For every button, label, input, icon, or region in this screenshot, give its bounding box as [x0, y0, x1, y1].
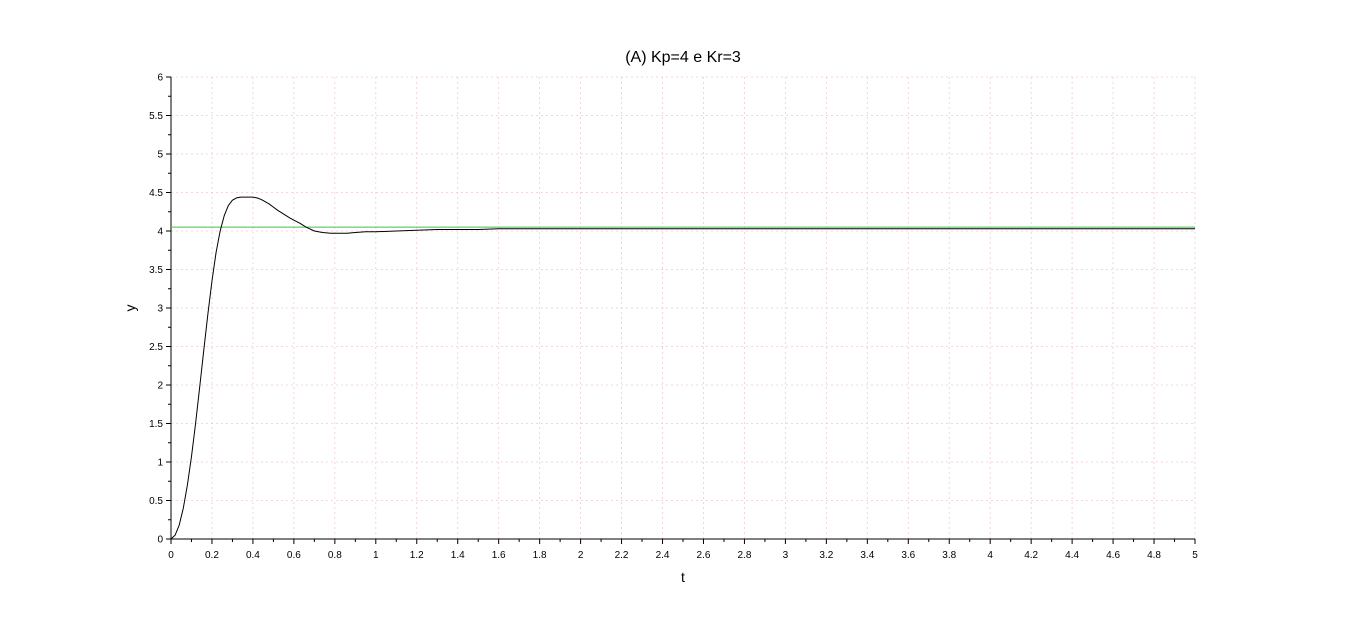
x-tick-label: 3.6 [901, 550, 915, 561]
x-tick-label: 1.2 [410, 550, 424, 561]
y-axis-label: y [122, 305, 138, 312]
x-axis-label: t [681, 569, 685, 585]
x-tick-label: 1 [373, 550, 379, 561]
tick-labels: 0 0.2 0.4 0.6 0.8 1 1.2 1.4 1.6 1.8 2 2.2 2.4 2.6 2.8 3… [149, 73, 1198, 562]
x-tick-label: 0.2 [205, 550, 219, 561]
x-tick-label: 2.4 [656, 550, 670, 561]
y-tick-label: 6 [157, 73, 163, 84]
x-tick-label: 4.4 [1065, 550, 1079, 561]
chart-title: (A) Kp=4 e Kr=3 [625, 49, 741, 66]
series-group [170, 196, 1195, 540]
x-tick-label: 3.4 [860, 550, 874, 561]
axes [166, 76, 1196, 544]
x-tick-label: 3 [783, 550, 789, 561]
x-tick-label: 0.6 [287, 550, 301, 561]
x-tick-label: 0.4 [246, 550, 260, 561]
y-tick-label: 3.5 [149, 265, 163, 276]
y-tick-label: 5.5 [149, 111, 163, 122]
x-tick-label: 4.8 [1147, 550, 1161, 561]
y-tick-label: 4 [157, 227, 163, 238]
x-tick-label: 4.2 [1024, 550, 1038, 561]
y-tick-label: 5 [157, 150, 163, 161]
x-tick-label: 4.6 [1106, 550, 1120, 561]
x-tick-label: 4 [987, 550, 993, 561]
y-tick-label: 0 [157, 535, 163, 546]
x-tick-label: 2 [578, 550, 584, 561]
x-tick-label: 3.8 [942, 550, 956, 561]
x-tick-label: 5 [1192, 550, 1198, 561]
x-tick-label: 3.2 [819, 550, 833, 561]
x-tick-label: 1.6 [492, 550, 506, 561]
y-tick-label: 2.5 [149, 342, 163, 353]
x-tick-label: 2.8 [737, 550, 751, 561]
x-tick-label: 0.8 [328, 550, 342, 561]
x-tick-label: 0 [168, 550, 174, 561]
y-tick-label: 1.5 [149, 419, 163, 430]
y-tick-label: 4.5 [149, 188, 163, 199]
y-tick-label: 2 [157, 381, 163, 392]
grid [171, 76, 1196, 539]
x-tick-label: 2.2 [615, 550, 629, 561]
y-tick-label: 3 [157, 304, 163, 315]
y-tick-label: 0.5 [149, 496, 163, 507]
x-tick-label: 1.8 [533, 550, 547, 561]
x-tick-label: 2.6 [697, 550, 711, 561]
response-series-line [170, 196, 1195, 540]
x-tick-label: 1.4 [451, 550, 465, 561]
y-tick-label: 1 [157, 458, 163, 469]
